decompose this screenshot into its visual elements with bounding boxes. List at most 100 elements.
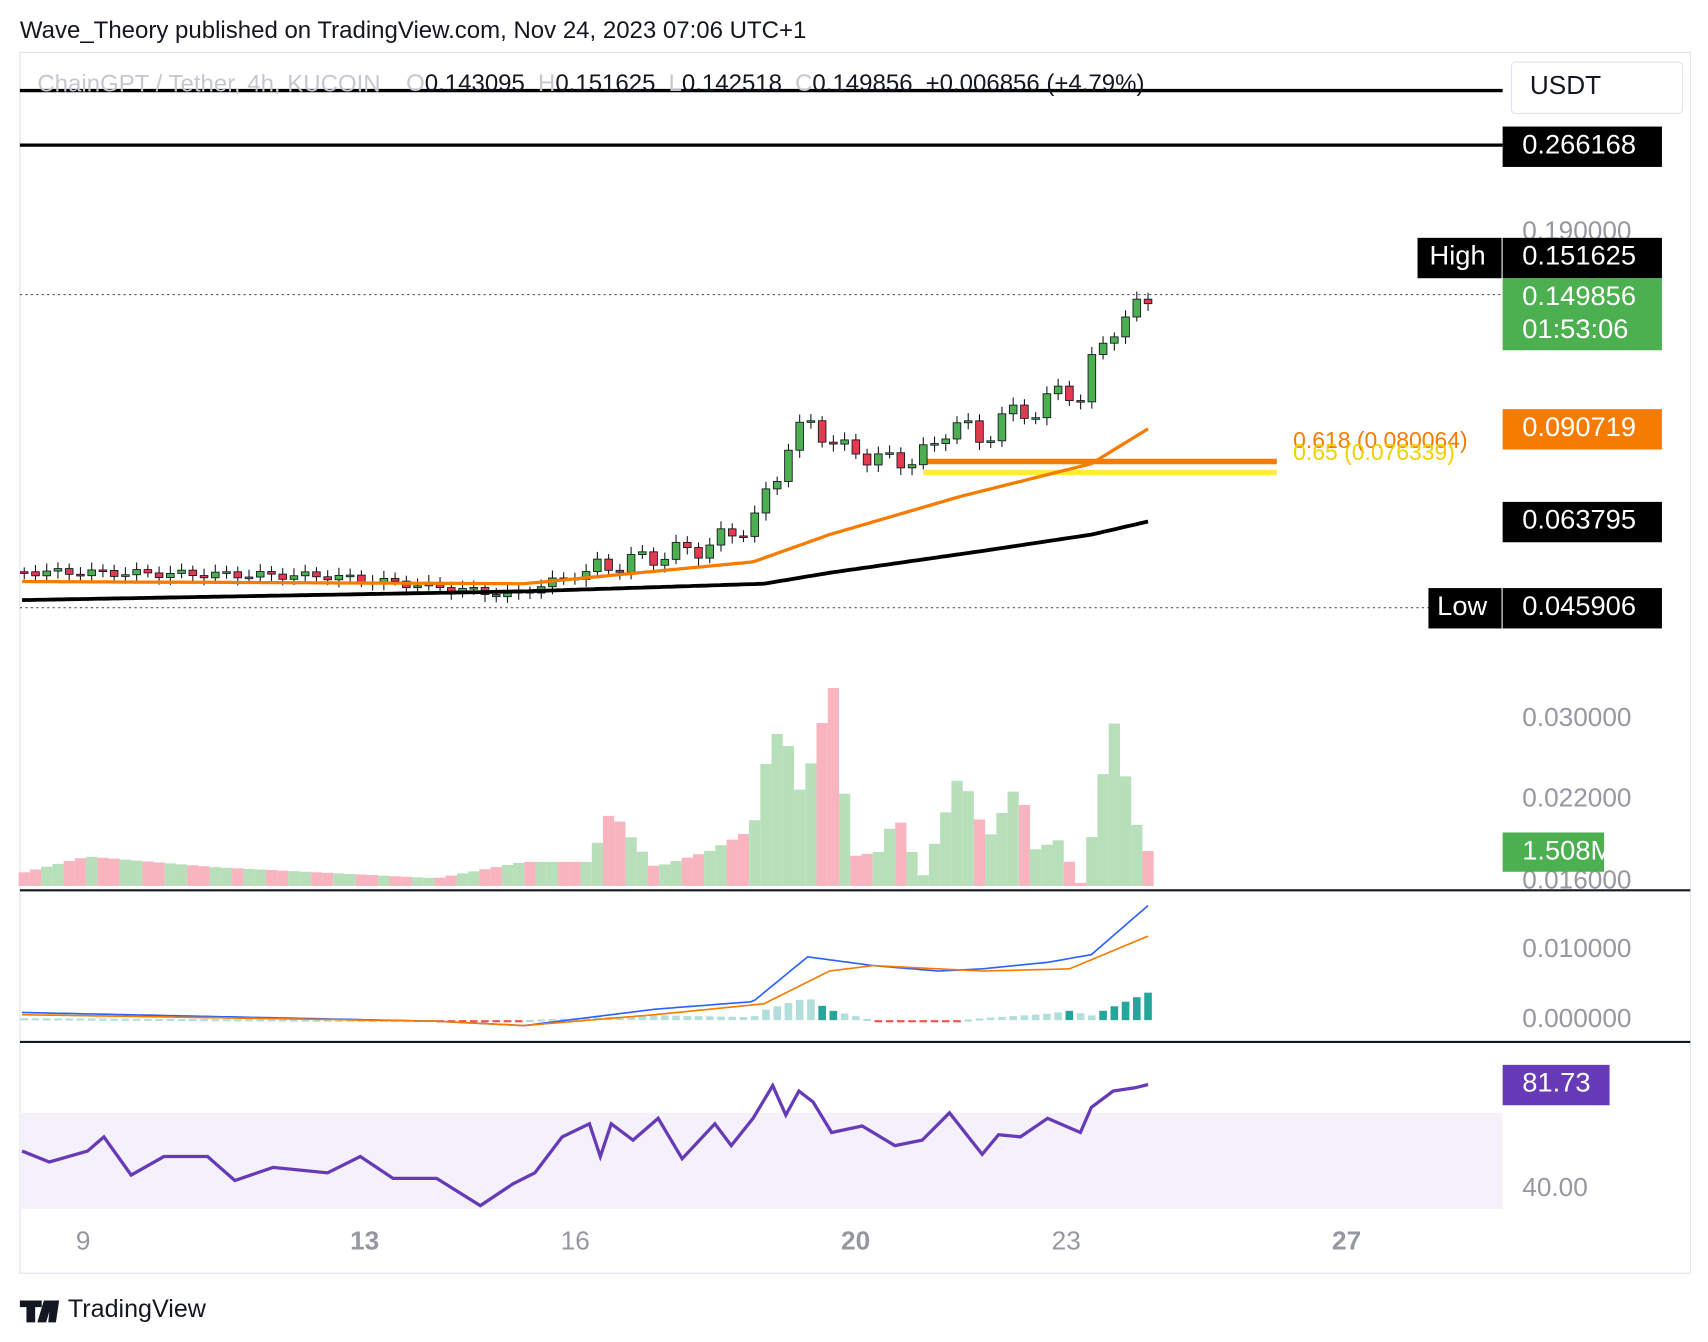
macd-histogram bbox=[20, 1018, 29, 1021]
currency[interactable]: USDT bbox=[1530, 70, 1601, 100]
logo-icon bbox=[19, 1300, 60, 1323]
candle-body bbox=[694, 547, 703, 559]
volume-bar bbox=[389, 876, 401, 886]
macd-histogram bbox=[953, 1020, 961, 1023]
macd-histogram bbox=[762, 1009, 770, 1021]
candle-body bbox=[1053, 385, 1063, 395]
candle-body bbox=[1132, 298, 1142, 318]
volume-bar bbox=[479, 869, 491, 886]
candle-body bbox=[615, 569, 625, 573]
macd-histogram bbox=[76, 1018, 85, 1021]
macd-histogram bbox=[1099, 1010, 1107, 1021]
high-tag-text: High bbox=[1430, 240, 1486, 271]
volume-bar bbox=[367, 875, 379, 886]
volume-bar bbox=[333, 873, 345, 886]
candle-body bbox=[885, 452, 894, 455]
candle-body bbox=[874, 453, 883, 466]
macd-histogram bbox=[42, 1018, 51, 1021]
macd-histogram bbox=[627, 1016, 635, 1021]
volume-bar bbox=[74, 858, 87, 886]
macd-histogram bbox=[526, 1019, 534, 1023]
macd-line bbox=[22, 904, 1149, 1027]
candle-body bbox=[1076, 400, 1085, 403]
candle-body bbox=[312, 571, 321, 578]
candle-body bbox=[784, 449, 793, 482]
macd-histogram bbox=[964, 1019, 973, 1022]
legend-item: H bbox=[538, 70, 555, 97]
macd-histogram bbox=[503, 1020, 512, 1023]
macd-histogram bbox=[99, 1018, 107, 1021]
chart-frame bbox=[19, 51, 1691, 1274]
volume-bar bbox=[591, 842, 604, 886]
volume-bar bbox=[850, 855, 862, 886]
macd-histogram bbox=[818, 1005, 826, 1021]
header-title: Wave_Theory published on TradingView.com… bbox=[20, 17, 806, 44]
volume-bar bbox=[816, 723, 828, 886]
volume-bar bbox=[490, 867, 502, 886]
volume-bar bbox=[468, 871, 480, 886]
candle-body bbox=[211, 571, 220, 579]
volume-bar bbox=[1131, 824, 1143, 886]
macd-histogram bbox=[728, 1016, 737, 1021]
macd-histogram bbox=[267, 1019, 276, 1022]
volume-bar bbox=[400, 876, 412, 886]
time-label: 20 bbox=[841, 1226, 870, 1256]
macd-histogram bbox=[346, 1019, 354, 1022]
candle-body bbox=[930, 443, 939, 446]
macd-histogram bbox=[840, 1013, 849, 1021]
candle-body bbox=[42, 570, 51, 577]
macd-histogram bbox=[469, 1020, 478, 1023]
fib-label: 0.65 (0.076339) bbox=[1293, 439, 1455, 465]
macd-histogram bbox=[863, 1018, 871, 1021]
macd-histogram bbox=[514, 1020, 523, 1023]
candle-body bbox=[817, 420, 827, 443]
candle-body bbox=[323, 576, 332, 581]
macd-histogram bbox=[357, 1019, 366, 1022]
volume-bar bbox=[1052, 840, 1064, 886]
candle-body bbox=[649, 551, 658, 566]
macd-histogram bbox=[1054, 1012, 1062, 1021]
macd-histogram bbox=[998, 1016, 1006, 1021]
rsi-tag bbox=[1502, 1064, 1610, 1106]
macd-histogram bbox=[1132, 997, 1141, 1021]
volume-bar bbox=[1018, 804, 1031, 886]
macd-histogram bbox=[773, 1006, 782, 1021]
macd-histogram bbox=[896, 1020, 905, 1023]
volume-bar bbox=[243, 868, 255, 886]
volume-tag bbox=[1502, 832, 1605, 872]
volume-axis-label: 0.022000 bbox=[1522, 783, 1631, 813]
macd-histogram bbox=[1088, 1015, 1096, 1021]
volume-bar bbox=[456, 873, 469, 886]
volume-bar bbox=[580, 861, 592, 886]
candle-body bbox=[1042, 393, 1052, 419]
candle-body bbox=[1020, 404, 1029, 419]
volume-bar bbox=[501, 865, 514, 886]
price-tag bbox=[1502, 409, 1662, 450]
volume-bar bbox=[198, 866, 210, 886]
candle-body bbox=[795, 421, 804, 451]
volume-bar bbox=[928, 843, 941, 886]
candle-body bbox=[1143, 298, 1153, 305]
candle-body bbox=[986, 440, 995, 443]
plot bbox=[18, 291, 1154, 1208]
macd-histogram bbox=[1144, 992, 1152, 1021]
candle-body bbox=[896, 452, 906, 469]
macd-histogram bbox=[1076, 1013, 1085, 1021]
macd-histogram bbox=[829, 1010, 838, 1021]
currency-button[interactable] bbox=[1510, 61, 1684, 115]
candle-body bbox=[660, 558, 670, 566]
macd-histogram bbox=[852, 1016, 860, 1021]
candle-body bbox=[638, 551, 647, 555]
volume-bar bbox=[445, 875, 457, 886]
candle-body bbox=[806, 420, 816, 423]
volume-bar bbox=[175, 864, 188, 886]
macd-histogram bbox=[1121, 1001, 1130, 1021]
macd-histogram bbox=[672, 1015, 680, 1021]
macd-histogram bbox=[919, 1020, 928, 1023]
candle-body bbox=[963, 420, 973, 424]
candle-body bbox=[705, 544, 715, 559]
macd-histogram bbox=[335, 1019, 343, 1022]
volume-bar bbox=[378, 875, 390, 886]
macd-histogram bbox=[233, 1019, 242, 1022]
candle-body bbox=[739, 535, 748, 539]
